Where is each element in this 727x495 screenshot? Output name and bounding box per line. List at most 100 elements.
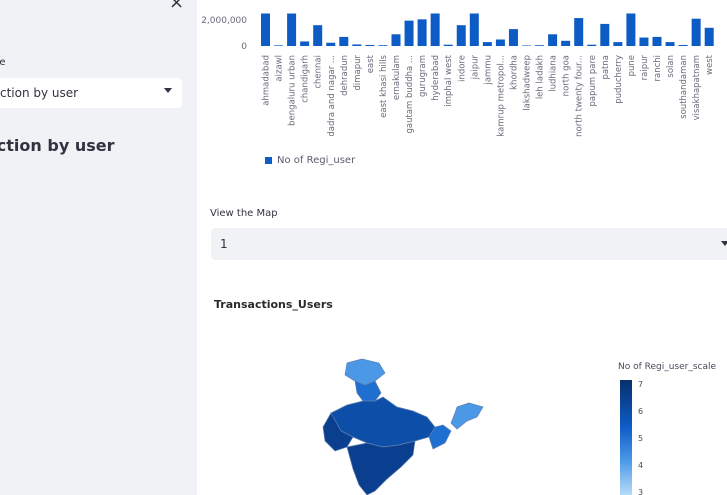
sidebar: × ge ction by user action by user <box>0 0 197 495</box>
x-tick-label: indore <box>457 55 467 82</box>
x-tick-label: chandigarh <box>301 55 311 103</box>
x-tick-label: visakhapatnam <box>692 55 702 120</box>
x-tick-label: dehradun <box>340 55 350 96</box>
map-select-label: View the Map <box>210 208 278 219</box>
sidebar-heading: action by user <box>0 136 115 155</box>
x-tick-label: west <box>705 54 715 75</box>
chevron-down-icon[interactable] <box>721 241 727 246</box>
map-region-east[interactable] <box>428 424 452 450</box>
chart-legend[interactable]: No of Regi_user <box>265 155 355 166</box>
bar[interactable] <box>469 13 479 47</box>
map-region-south[interactable] <box>346 440 416 495</box>
color-scale-tick: 3 <box>638 488 644 495</box>
bar[interactable] <box>443 44 453 46</box>
x-tick-label: hyderabad <box>431 55 441 101</box>
x-tick-label: ludhiana <box>549 55 559 92</box>
bar[interactable] <box>522 45 531 47</box>
page-select-value: ction by user <box>0 86 79 100</box>
x-tick-label: east khasi hills <box>379 54 389 117</box>
x-tick-label: jaipur <box>470 55 480 81</box>
x-tick-label: lakshadweep <box>523 55 533 111</box>
bar[interactable] <box>287 13 297 47</box>
x-tick-label: east <box>366 54 376 73</box>
map-region-northeast[interactable] <box>450 402 484 430</box>
y-tick-label: 0 <box>241 42 247 52</box>
bar[interactable] <box>482 42 492 46</box>
color-scale-tick: 5 <box>638 434 644 443</box>
india-choropleth-map[interactable] <box>317 355 497 495</box>
color-scale-title: No of Regi_user_scale <box>618 362 717 372</box>
x-tick-label: papum pare <box>588 55 598 107</box>
bar[interactable] <box>339 36 349 46</box>
color-scale-tick: 6 <box>638 407 644 416</box>
bar[interactable] <box>535 45 545 46</box>
close-sidebar-icon[interactable]: × <box>169 0 185 13</box>
x-tick-label: dadra and nagar ... <box>327 55 337 137</box>
x-tick-label: gautam buddha ... <box>405 55 415 134</box>
bar[interactable] <box>665 42 675 46</box>
bar[interactable] <box>613 42 623 46</box>
y-tick-label: 2,000,000 <box>201 16 247 26</box>
page-select[interactable]: ction by user <box>0 78 182 108</box>
bar[interactable] <box>300 41 310 46</box>
x-tick-label: puducherry <box>614 55 624 104</box>
color-scale-bar <box>620 380 632 495</box>
page-select-label: ge <box>0 57 6 68</box>
bar[interactable] <box>626 13 636 47</box>
x-tick-label: pune <box>627 55 637 76</box>
bar[interactable] <box>313 25 323 46</box>
map-title: Transactions_Users <box>214 298 333 311</box>
x-tick-label: aizawl <box>275 55 285 82</box>
main-content: 2,000,000 0 ahmadabad aizawl bengaluru urban… <box>197 0 727 495</box>
x-tick-label: bengaluru urban <box>288 55 298 126</box>
x-tick-label: north twenty four... <box>575 55 585 137</box>
map-region-jk[interactable] <box>344 358 386 386</box>
x-tick-label: imphal west <box>444 54 454 106</box>
x-tick-label: khordha <box>509 55 519 90</box>
bar[interactable] <box>365 44 375 46</box>
bar[interactable] <box>508 29 518 46</box>
bar[interactable] <box>326 42 336 46</box>
x-tick-label: ahmadabad <box>262 55 272 106</box>
legend-label: No of Regi_user <box>277 155 356 166</box>
bar[interactable] <box>574 18 584 46</box>
bar[interactable] <box>352 44 362 46</box>
bar[interactable] <box>404 20 414 46</box>
bar[interactable] <box>600 23 610 46</box>
bar[interactable] <box>639 37 649 46</box>
x-tick-label: chennai <box>314 55 324 89</box>
bar[interactable] <box>652 36 662 46</box>
bar[interactable] <box>561 40 571 46</box>
bar[interactable] <box>430 13 440 47</box>
legend-swatch <box>265 157 272 164</box>
x-tick-label: ranchi <box>653 55 663 82</box>
chevron-down-icon[interactable] <box>164 88 172 93</box>
bar-chart: 2,000,000 0 ahmadabad aizawl bengaluru urban… <box>201 13 715 137</box>
x-tick-label: raipur <box>640 54 650 80</box>
x-tick-label: southandaman <box>679 55 689 119</box>
bar[interactable] <box>691 18 701 46</box>
bar[interactable] <box>378 45 388 46</box>
x-tick-label: patna <box>601 55 611 80</box>
bar[interactable] <box>587 44 597 46</box>
bar[interactable] <box>261 13 270 47</box>
bar[interactable] <box>274 45 284 46</box>
bar[interactable] <box>704 27 714 46</box>
bar[interactable] <box>391 34 401 46</box>
x-tick-label: north goa <box>562 55 572 96</box>
bar[interactable] <box>548 34 558 46</box>
x-tick-label: solan <box>666 55 676 78</box>
color-scale-tick: 7 <box>638 380 644 389</box>
x-tick-label: leh ladakh <box>536 55 546 99</box>
map-region-north[interactable] <box>354 380 382 402</box>
map-region-west[interactable] <box>322 412 354 452</box>
x-tick-label: gurugram <box>418 55 428 97</box>
bar[interactable] <box>495 39 505 47</box>
bar[interactable] <box>417 19 427 46</box>
x-tick-label: kamrup metropol... <box>496 55 506 137</box>
color-scale-tick: 4 <box>638 461 644 470</box>
map-select[interactable]: 1 <box>211 228 727 260</box>
x-tick-label: ernakulam <box>392 55 402 100</box>
bar[interactable] <box>456 25 466 46</box>
bar[interactable] <box>678 44 688 46</box>
